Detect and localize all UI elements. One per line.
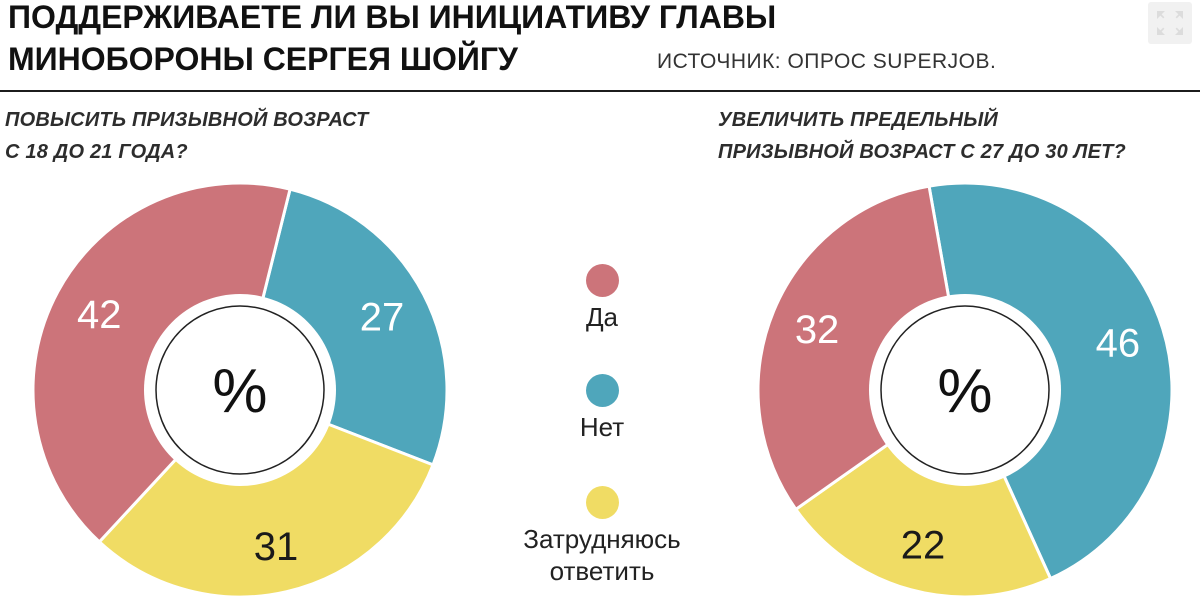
question-right: УВЕЛИЧИТЬ ПРЕДЕЛЬНЫЙ ПРИЗЫВНОЙ ВОЗРАСТ С… bbox=[718, 104, 1198, 168]
donut-chart-right: % 46 22 32 bbox=[755, 180, 1175, 600]
page-title: ПОДДЕРЖИВАЕТЕ ЛИ ВЫ ИНИЦИАТИВУ ГЛАВЫ МИН… bbox=[8, 0, 776, 80]
source-caption: ИСТОЧНИК: ОПРОС SUPERJOB. bbox=[657, 50, 997, 73]
fullscreen-expand-icon[interactable] bbox=[1148, 2, 1192, 44]
question-right-line2: ПРИЗЫВНОЙ ВОЗРАСТ С 27 ДО 30 ЛЕТ? bbox=[718, 141, 1126, 163]
slice-value-label-Затрудняюсь ответить: 22 bbox=[901, 523, 946, 567]
donut-chart-left-svg: % 27 31 42 bbox=[31, 181, 449, 599]
donut-chart-left: % 27 31 42 bbox=[30, 180, 450, 600]
slice-value-label-Затрудняюсь ответить: 31 bbox=[254, 525, 299, 569]
percent-symbol: % bbox=[212, 357, 267, 426]
slice-value-label-Да: 42 bbox=[77, 293, 122, 337]
page-title-line2: МИНОБОРОНЫ СЕРГЕЯ ШОЙГУ bbox=[8, 41, 518, 77]
donut-hole-ring bbox=[155, 305, 325, 475]
donut-hole-ring bbox=[880, 305, 1050, 475]
legend-label-undecided: Затрудняюсь ответить bbox=[523, 524, 681, 586]
legend-dot-undecided bbox=[585, 486, 619, 519]
donut-chart-right-svg: % 46 22 32 bbox=[756, 181, 1174, 599]
question-left: ПОВЫСИТЬ ПРИЗЫВНОЙ ВОЗРАСТ С 18 ДО 21 ГО… bbox=[5, 104, 485, 168]
question-right-line1: УВЕЛИЧИТЬ ПРЕДЕЛЬНЫЙ bbox=[718, 109, 998, 131]
slice-value-label-Нет: 46 bbox=[1096, 322, 1141, 366]
legend-label-no: Нет bbox=[579, 412, 625, 442]
pie-slice-Затрудняюсь ответить bbox=[97, 388, 435, 599]
pie-slice-Да bbox=[756, 184, 967, 512]
question-left-line2: С 18 ДО 21 ГОДА? bbox=[5, 141, 188, 163]
legend-dot-yes bbox=[585, 264, 619, 297]
fullscreen-expand-icon-svg bbox=[1148, 2, 1192, 44]
percent-symbol: % bbox=[937, 357, 992, 426]
slice-value-label-Нет: 27 bbox=[360, 295, 405, 339]
legend-label-yes: Да bbox=[585, 302, 619, 332]
question-left-line1: ПОВЫСИТЬ ПРИЗЫВНОЙ ВОЗРАСТ bbox=[5, 109, 369, 131]
slice-value-label-Да: 32 bbox=[795, 308, 840, 352]
legend-item-yes: Да bbox=[502, 264, 702, 333]
header-divider bbox=[0, 90, 1200, 92]
legend-item-no: Нет bbox=[502, 374, 702, 443]
page-title-line1: ПОДДЕРЖИВАЕТЕ ЛИ ВЫ ИНИЦИАТИВУ ГЛАВЫ bbox=[8, 0, 777, 35]
legend-dot-no bbox=[585, 374, 619, 407]
legend-item-undecided: Затрудняюсь ответить bbox=[502, 486, 702, 587]
